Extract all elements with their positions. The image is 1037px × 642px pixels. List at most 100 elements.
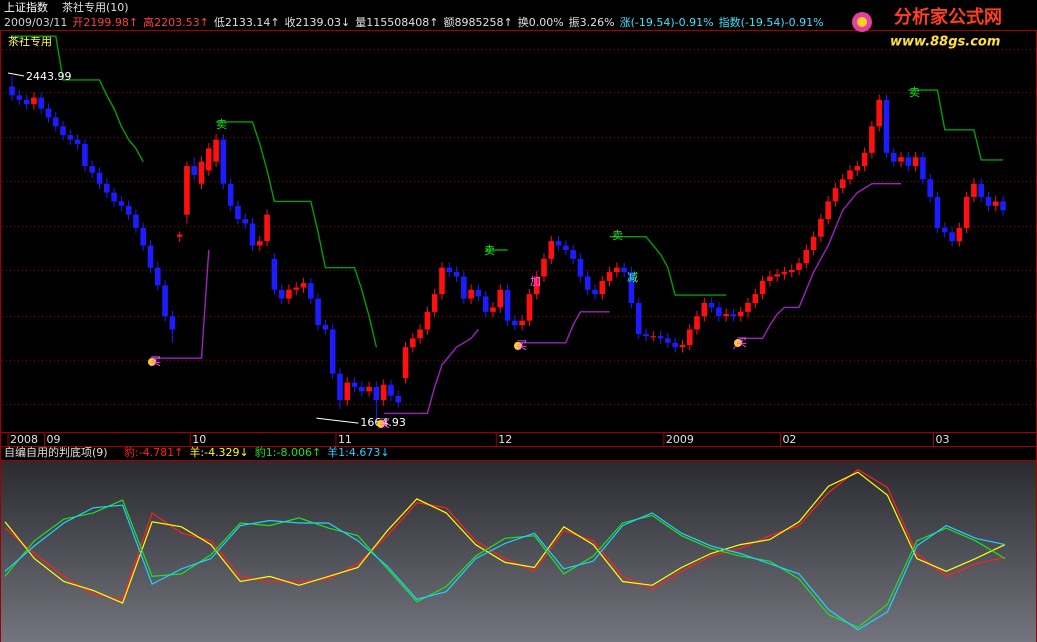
candle-body — [548, 241, 555, 259]
candle-body — [111, 192, 117, 202]
candle-body — [67, 135, 74, 140]
legend-readout: :-4.781↑ — [135, 446, 183, 459]
candle-body — [395, 395, 402, 403]
quote-field: 量115508408↑ — [355, 16, 438, 29]
candle-body — [23, 99, 30, 105]
candle-body — [584, 276, 591, 290]
candle-body — [978, 183, 984, 197]
reduce-signal: 减 — [627, 271, 638, 284]
candle-body — [308, 283, 314, 299]
candle-body — [621, 267, 627, 273]
candle-body — [439, 267, 445, 295]
quote-field: 高2203.53↑ — [143, 15, 209, 29]
legend-readout: :4.673↓ — [345, 446, 389, 459]
candle-body — [373, 386, 380, 401]
oscillator-line — [4, 468, 1006, 600]
candle-body — [825, 201, 831, 220]
quote-field: 低2133.14↑ — [214, 16, 280, 29]
buy-icon — [514, 342, 522, 350]
candle-body — [337, 373, 343, 401]
legend-name: 羊1 — [327, 445, 345, 459]
candle-body — [920, 157, 926, 180]
candle-body — [519, 320, 525, 326]
candle-body — [176, 234, 183, 237]
candle-body — [191, 166, 198, 175]
candle-body — [410, 338, 416, 348]
candle-body — [745, 303, 751, 312]
candle-body — [154, 267, 161, 286]
candle-body — [555, 241, 562, 246]
legend-name: 豹1 — [255, 446, 273, 459]
candle-body — [220, 139, 227, 184]
high-annotation: 2443.99 — [26, 70, 71, 83]
candle-body — [832, 188, 839, 202]
candle-body — [665, 338, 671, 343]
candle-body — [730, 314, 737, 317]
candle-body — [759, 280, 766, 295]
candle-body — [235, 205, 241, 220]
buy-signal: 买 — [736, 336, 747, 349]
candle-body — [227, 183, 234, 206]
x-tick-label: 09 — [46, 433, 60, 446]
buy-icon — [148, 358, 156, 366]
candle-body — [431, 294, 438, 312]
annotation-leader — [316, 417, 359, 424]
candle-body — [16, 95, 23, 100]
quote-field: 振3.26% — [569, 15, 615, 29]
candle-body — [213, 139, 219, 162]
sell-signal: 卖 — [216, 118, 227, 131]
candle-body — [38, 97, 44, 109]
candle-body — [74, 139, 81, 144]
logo-flower-center — [857, 17, 867, 27]
x-tick-label: 03 — [935, 433, 949, 446]
candle-body — [883, 99, 890, 153]
candle-body — [650, 336, 657, 338]
sell-signal: 卖 — [909, 86, 920, 99]
candle-body — [723, 314, 729, 317]
buy-signal: 买 — [379, 417, 390, 430]
candle-body — [293, 287, 300, 290]
candle-body — [737, 311, 744, 317]
buy-signal: 买 — [516, 339, 527, 352]
candle-body — [359, 386, 365, 392]
price-grid — [2, 49, 1035, 405]
candle-body — [329, 329, 336, 374]
candle-body — [344, 382, 351, 401]
quote-field: 收2139.03↓ — [285, 15, 351, 29]
candle-body — [788, 269, 795, 273]
candle-body — [941, 227, 948, 233]
candle-body — [198, 161, 205, 184]
candle-body — [82, 143, 88, 167]
candle-body — [767, 276, 773, 281]
candle-body — [701, 303, 708, 317]
candle-body — [388, 384, 394, 396]
lower-panel-bg — [0, 461, 1037, 642]
buy-signal: 买 — [150, 355, 161, 368]
candle-body — [169, 316, 176, 330]
candle-body — [300, 283, 307, 288]
candle-body — [614, 267, 620, 273]
candle-body — [905, 157, 912, 167]
candle-body — [60, 126, 66, 136]
candle-body — [563, 245, 569, 250]
candle-body — [686, 329, 693, 345]
candle-body — [242, 219, 249, 224]
candle-body — [366, 386, 372, 392]
candle-body — [963, 196, 970, 228]
candle-body — [657, 336, 664, 339]
candle-body — [818, 219, 824, 237]
x-tick-label: 11 — [338, 433, 352, 446]
candle-body — [133, 214, 139, 228]
candle-body — [752, 294, 759, 304]
candle-body — [526, 294, 533, 321]
candle-body — [482, 296, 489, 312]
candle-body — [264, 214, 270, 242]
candle-body — [606, 272, 613, 281]
candle-body — [869, 126, 875, 153]
candle-body — [315, 298, 321, 326]
candle-body — [103, 183, 110, 193]
logo-url: www.88gs.com — [890, 35, 1000, 50]
candle-body — [497, 289, 504, 308]
candle-body — [402, 347, 409, 379]
candle-body — [643, 333, 649, 337]
